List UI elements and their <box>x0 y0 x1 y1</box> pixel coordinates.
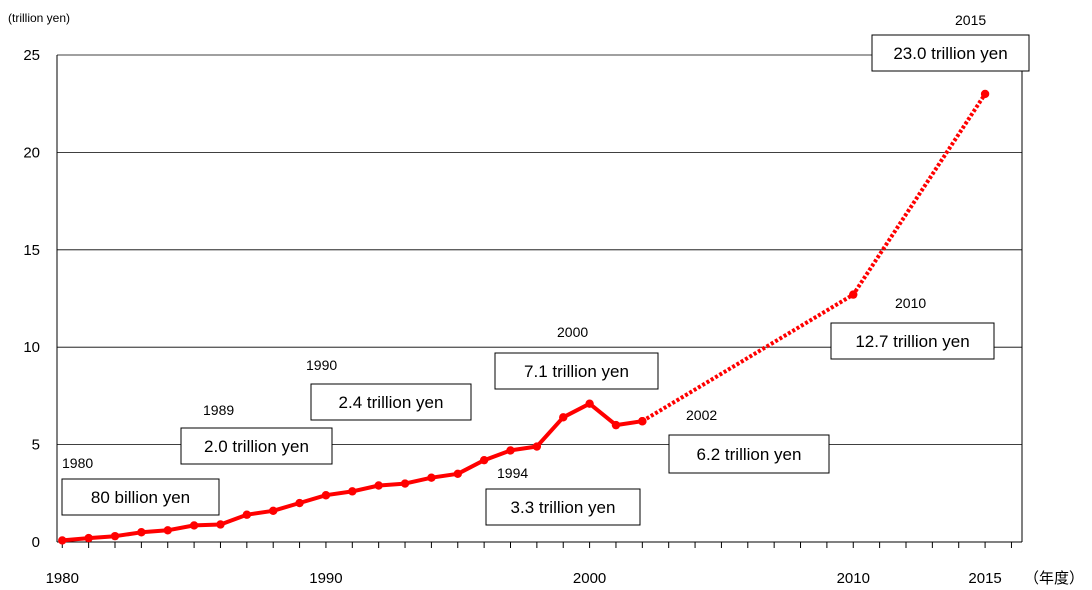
annotation-box-2000 <box>494 352 659 390</box>
data-point <box>980 89 990 99</box>
y-tick-label: 0 <box>32 534 40 551</box>
data-point <box>321 491 331 500</box>
annotation-box-2015 <box>871 34 1030 72</box>
data-point <box>585 399 594 408</box>
data-point <box>611 420 621 430</box>
data-point <box>638 417 647 426</box>
annotation-box-2010 <box>830 322 995 360</box>
data-point <box>242 510 252 519</box>
annotation-year-2002: 2002 <box>686 407 717 423</box>
annotation-value-2002: 6.2 trillion yen <box>697 445 802 464</box>
data-point <box>137 528 146 537</box>
annotation-value-1990: 2.4 trillion yen <box>339 393 444 412</box>
annotation-year-2000: 2000 <box>557 324 588 340</box>
data-point <box>559 413 568 422</box>
data-point <box>453 469 462 479</box>
y-unit-label: (trillion yen) <box>8 11 70 25</box>
data-point <box>58 536 67 545</box>
data-point <box>269 506 278 516</box>
annotation-value-2010: 12.7 trillion yen <box>855 332 969 351</box>
data-point <box>216 520 225 529</box>
x-tick-label: 1990 <box>309 570 342 587</box>
data-point <box>348 487 357 496</box>
y-tick-label: 25 <box>23 47 40 64</box>
annotation-box-1994 <box>485 488 641 526</box>
annotation-box-2002 <box>668 434 830 474</box>
annotation-box-1990 <box>310 383 472 421</box>
y-tick-label: 15 <box>23 242 40 259</box>
axes <box>56 55 1023 548</box>
annotation-value-2015: 23.0 trillion yen <box>893 44 1007 63</box>
series-line-dotted <box>641 92 987 423</box>
data-point <box>110 531 120 541</box>
y-tick-label: 10 <box>23 339 40 356</box>
data-point <box>295 498 304 508</box>
annotation-value-1994: 3.3 trillion yen <box>511 498 616 517</box>
x-tick-label: 1980 <box>46 570 79 587</box>
annotation-value-1989: 2.0 trillion yen <box>204 437 309 456</box>
x-tick-labels: 1980 1990 2000 2010 2015 <box>46 570 1002 587</box>
y-tick-labels: 0 5 10 15 20 25 <box>23 47 40 551</box>
annotations: 1980 80 billion yen 1989 2.0 trillion yen 19… <box>61 12 1030 526</box>
x-tick-label: 2010 <box>837 570 870 587</box>
data-point <box>479 455 489 465</box>
data-point <box>427 473 436 482</box>
data-point <box>532 442 542 451</box>
x-tick-label: 2015 <box>968 570 1001 587</box>
y-tick-label: 20 <box>23 144 40 161</box>
annotation-year-1980: 1980 <box>62 455 93 471</box>
x-unit-label: （年度） <box>1024 570 1084 587</box>
annotation-year-2015: 2015 <box>955 12 986 28</box>
data-point <box>189 521 199 530</box>
annotation-year-1989: 1989 <box>203 402 234 418</box>
data-point <box>400 479 410 488</box>
data-point <box>506 446 515 455</box>
data-point <box>849 290 858 299</box>
annotation-value-2000: 7.1 trillion yen <box>524 362 629 381</box>
annotation-box-1980 <box>61 478 220 516</box>
annotation-year-2010: 2010 <box>895 295 926 311</box>
annotation-box-1989 <box>180 427 333 465</box>
x-tick-label: 2000 <box>573 570 606 587</box>
annotation-year-1990: 1990 <box>306 357 337 373</box>
y-tick-label: 5 <box>32 437 40 454</box>
annotation-year-1994: 1994 <box>497 465 528 481</box>
data-point <box>163 526 172 535</box>
series-points <box>58 89 990 545</box>
annotation-value-1980: 80 billion yen <box>91 488 190 507</box>
data-point <box>84 533 93 543</box>
data-point <box>374 481 383 490</box>
